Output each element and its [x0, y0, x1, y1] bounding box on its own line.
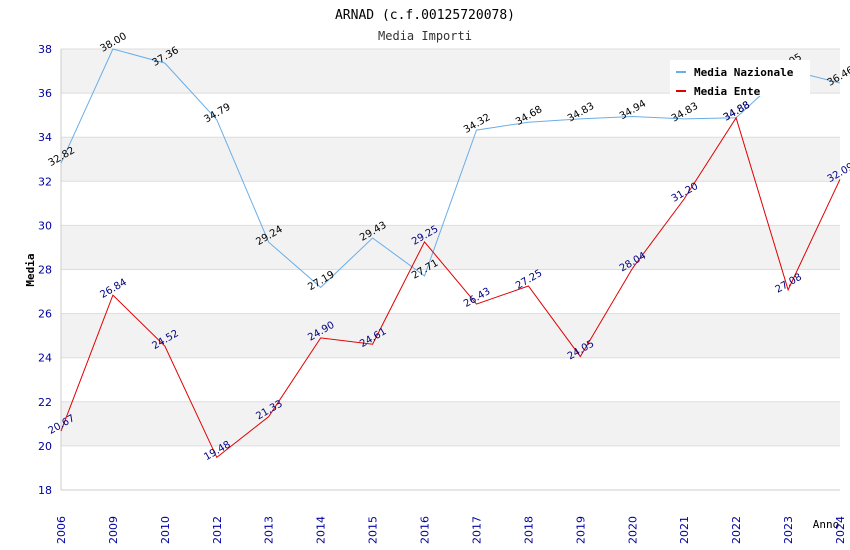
y-tick-label: 28 — [38, 264, 52, 277]
x-tick-label: 2014 — [315, 516, 328, 544]
x-tick-label: 2009 — [107, 516, 120, 544]
background-band — [61, 225, 840, 270]
legend-box — [670, 60, 810, 96]
x-tick-label: 2020 — [626, 516, 639, 544]
background-band — [61, 93, 840, 138]
y-tick-label: 18 — [38, 484, 52, 497]
y-axis-label: Media — [24, 253, 37, 286]
y-tick-labels: 18 20 22 24 26 28 30 32 34 36 38 — [38, 43, 52, 497]
x-tick-label: 2021 — [678, 516, 691, 544]
background-band — [61, 137, 840, 182]
x-tick-label: 2022 — [730, 516, 743, 544]
chart-title: ARNAD (c.f.00125720078) — [335, 8, 515, 23]
plot-background — [61, 49, 840, 490]
y-tick-label: 30 — [38, 219, 52, 232]
chart-subtitle: Media Importi — [378, 29, 472, 43]
x-tick-label: 2006 — [55, 516, 68, 544]
series-lines — [60, 48, 841, 459]
x-tick-label: 2016 — [419, 516, 432, 544]
background-band — [61, 269, 840, 314]
x-tick-label: 2017 — [470, 516, 483, 544]
x-tick-label: 2013 — [263, 516, 276, 544]
legend: Media Nazionale Media Ente — [670, 60, 810, 98]
legend-entry: Media Ente — [694, 85, 761, 98]
legend-entry: Media Nazionale — [694, 66, 794, 79]
y-tick-label: 38 — [38, 43, 52, 56]
x-tick-label: 2024 — [834, 516, 847, 544]
x-tick-label: 2010 — [159, 516, 172, 544]
x-axis-label: Anno — [813, 518, 840, 531]
x-tick-label: 2019 — [574, 516, 587, 544]
x-tick-label: 2012 — [211, 516, 224, 544]
x-tick-label: 2015 — [367, 516, 380, 544]
y-tick-label: 22 — [38, 396, 52, 409]
series-line-media-nazionale — [60, 48, 841, 289]
background-band — [61, 445, 840, 490]
y-tick-label: 24 — [38, 352, 52, 365]
background-band — [61, 357, 840, 402]
background-band — [61, 401, 840, 446]
y-tick-label: 34 — [38, 131, 52, 144]
series-line-media-ente — [60, 116, 841, 459]
y-tick-label: 36 — [38, 87, 52, 100]
y-tick-label: 20 — [38, 440, 52, 453]
x-tick-labels: 2006 2009 2010 2012 2013 2014 2015 2016 2017 2018… — [55, 516, 847, 544]
y-tick-label: 32 — [38, 175, 52, 188]
y-tick-label: 26 — [38, 308, 52, 321]
background-band — [61, 313, 840, 358]
axes — [60, 49, 840, 491]
x-tick-label: 2023 — [782, 516, 795, 544]
x-tick-label: 2018 — [522, 516, 535, 544]
